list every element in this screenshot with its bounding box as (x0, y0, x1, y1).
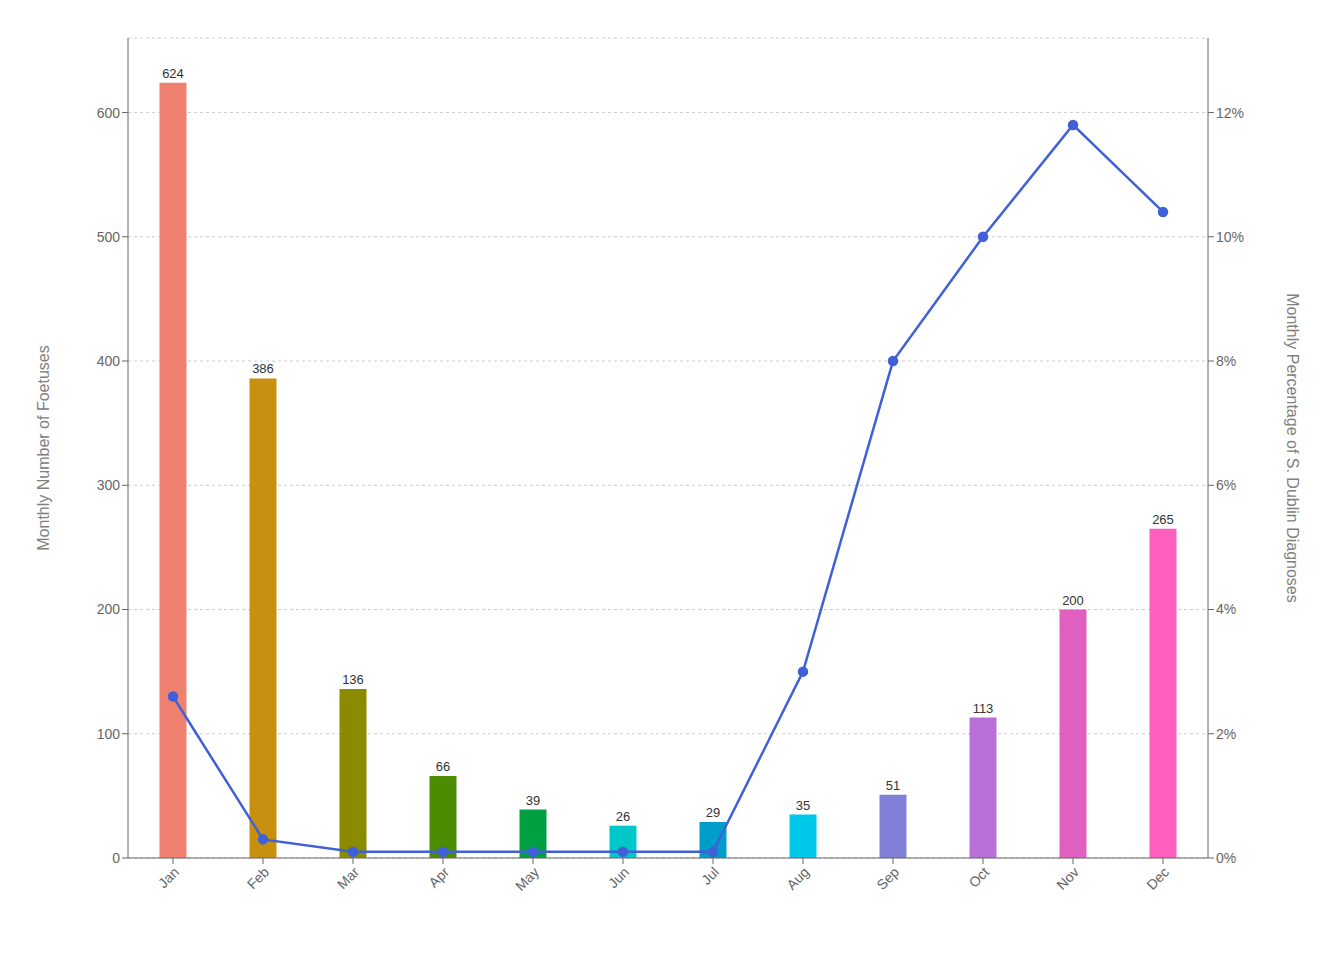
svg-text:624: 624 (162, 66, 184, 81)
svg-text:Monthly Percentage of S. Dubli: Monthly Percentage of S. Dublin Diagnose… (1284, 293, 1301, 603)
svg-text:300: 300 (97, 477, 121, 493)
svg-text:400: 400 (97, 353, 121, 369)
svg-text:35: 35 (796, 798, 810, 813)
svg-text:10%: 10% (1216, 229, 1244, 245)
svg-text:100: 100 (97, 726, 121, 742)
svg-text:386: 386 (252, 361, 274, 376)
svg-text:Dec: Dec (1143, 864, 1172, 893)
svg-text:Nov: Nov (1053, 864, 1082, 893)
svg-text:Mar: Mar (334, 864, 363, 893)
svg-text:Sep: Sep (873, 864, 902, 893)
svg-text:39: 39 (526, 793, 540, 808)
svg-text:29: 29 (706, 805, 720, 820)
svg-text:66: 66 (436, 759, 450, 774)
svg-text:4%: 4% (1216, 601, 1236, 617)
svg-text:May: May (512, 864, 542, 894)
svg-text:Apr: Apr (425, 864, 452, 891)
svg-text:0%: 0% (1216, 850, 1236, 866)
svg-text:8%: 8% (1216, 353, 1236, 369)
svg-text:500: 500 (97, 229, 121, 245)
svg-text:12%: 12% (1216, 105, 1244, 121)
svg-text:200: 200 (97, 601, 121, 617)
svg-text:136: 136 (342, 672, 364, 687)
svg-text:113: 113 (973, 701, 994, 716)
svg-text:51: 51 (886, 778, 900, 793)
svg-text:Jun: Jun (605, 864, 632, 891)
svg-text:Jan: Jan (155, 864, 182, 891)
svg-text:265: 265 (1152, 512, 1174, 527)
svg-text:Monthly Number of Foetuses: Monthly Number of Foetuses (35, 345, 52, 550)
svg-text:Aug: Aug (783, 864, 812, 893)
svg-text:Oct: Oct (965, 864, 992, 891)
svg-text:200: 200 (1062, 593, 1084, 608)
svg-text:Jul: Jul (698, 864, 722, 888)
svg-text:2%: 2% (1216, 726, 1236, 742)
svg-text:26: 26 (616, 809, 630, 824)
svg-text:6%: 6% (1216, 477, 1236, 493)
svg-text:Feb: Feb (244, 864, 273, 893)
svg-text:600: 600 (97, 105, 121, 121)
svg-text:0: 0 (112, 850, 120, 866)
